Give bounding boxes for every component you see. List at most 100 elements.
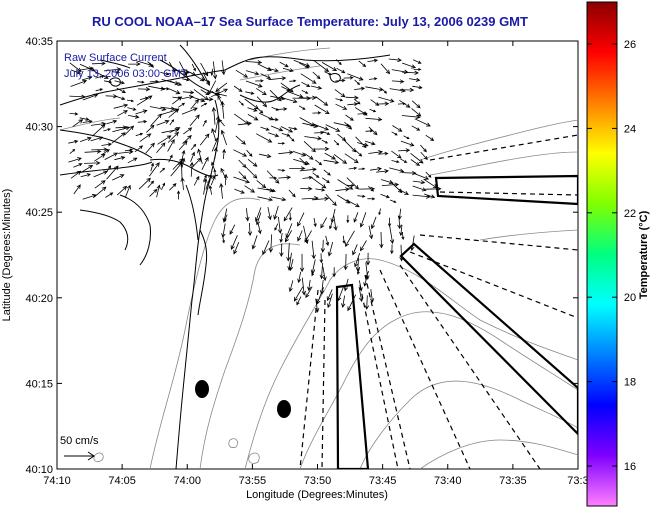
current-vector bbox=[201, 156, 209, 170]
current-vector bbox=[219, 182, 224, 199]
current-vector bbox=[199, 133, 210, 146]
current-vector bbox=[369, 108, 377, 113]
current-vector bbox=[82, 93, 99, 101]
current-vector bbox=[268, 234, 274, 253]
current-vector bbox=[333, 215, 338, 231]
radial-lines bbox=[299, 134, 578, 469]
current-vector bbox=[267, 207, 272, 221]
current-vector bbox=[117, 110, 128, 117]
sampling-boxes bbox=[335, 174, 578, 469]
current-vector bbox=[281, 86, 291, 91]
overlay-line1: Raw Surface Current bbox=[64, 52, 167, 64]
current-vector bbox=[304, 152, 314, 160]
current-vector bbox=[238, 100, 244, 106]
current-vector bbox=[398, 148, 411, 153]
current-vector bbox=[280, 82, 294, 93]
bathymetry-contours bbox=[59, 47, 578, 469]
current-vector bbox=[189, 114, 200, 127]
x-axis-label: Longitude (Degrees:Minutes) bbox=[246, 489, 388, 501]
current-vector bbox=[323, 169, 331, 176]
current-vector bbox=[182, 78, 190, 82]
current-vector bbox=[92, 123, 106, 137]
current-vector bbox=[305, 286, 313, 299]
current-vector bbox=[245, 166, 258, 179]
current-vector bbox=[136, 95, 153, 106]
current-vector bbox=[343, 139, 357, 153]
x-tick-label: 74:05 bbox=[108, 475, 136, 487]
current-vector bbox=[189, 161, 195, 177]
current-vector bbox=[380, 63, 391, 75]
current-vector bbox=[389, 167, 405, 173]
current-vector bbox=[370, 216, 377, 230]
current-vector bbox=[319, 262, 324, 280]
current-vector bbox=[299, 253, 305, 273]
current-vector bbox=[247, 222, 253, 237]
current-vector bbox=[255, 79, 264, 83]
current-vector bbox=[271, 106, 280, 111]
current-vector bbox=[220, 100, 225, 119]
current-vector bbox=[72, 119, 84, 128]
current-vector bbox=[345, 95, 359, 100]
current-vector bbox=[347, 102, 359, 107]
current-vector bbox=[245, 70, 260, 76]
current-vector bbox=[251, 235, 258, 250]
current-vector bbox=[289, 258, 294, 272]
current-vector bbox=[111, 70, 121, 74]
current-vector bbox=[73, 184, 81, 195]
current-vector bbox=[333, 154, 348, 164]
coastline bbox=[59, 44, 391, 469]
current-vector bbox=[79, 136, 92, 142]
current-vector bbox=[310, 85, 323, 90]
x-tick-label: 73:45 bbox=[369, 475, 397, 487]
current-vector bbox=[93, 186, 107, 198]
current-vector bbox=[321, 177, 330, 184]
current-vector bbox=[273, 205, 279, 220]
current-vector bbox=[337, 179, 354, 190]
current-vector bbox=[179, 61, 188, 77]
current-vector bbox=[106, 119, 118, 125]
current-vector bbox=[352, 244, 358, 256]
current-vector bbox=[180, 177, 185, 190]
current-vector bbox=[354, 98, 361, 105]
current-vector bbox=[105, 192, 114, 198]
current-vector bbox=[268, 132, 280, 138]
current-vector bbox=[126, 99, 135, 103]
current-vector bbox=[292, 96, 312, 101]
current-vector bbox=[124, 184, 131, 198]
current-vector bbox=[280, 126, 294, 133]
current-vector bbox=[392, 125, 403, 132]
current-vector bbox=[314, 104, 330, 115]
current-vector bbox=[284, 230, 293, 243]
current-vector bbox=[127, 107, 137, 111]
current-vector bbox=[156, 142, 166, 154]
current-vector bbox=[137, 119, 148, 124]
current-vector bbox=[81, 165, 94, 173]
current-vector bbox=[167, 131, 180, 143]
current-vector bbox=[360, 240, 367, 252]
current-vector bbox=[335, 78, 346, 83]
current-vector bbox=[313, 123, 330, 131]
colorbar-tick-label: 16 bbox=[624, 461, 636, 473]
current-vector bbox=[378, 208, 381, 216]
current-vector bbox=[414, 118, 431, 127]
current-vector bbox=[288, 127, 298, 131]
current-vector bbox=[277, 168, 286, 172]
current-vector bbox=[256, 107, 264, 114]
current-vector bbox=[149, 188, 158, 197]
current-vector bbox=[378, 151, 389, 156]
current-vector bbox=[68, 139, 79, 144]
current-vector bbox=[168, 88, 181, 95]
current-vector bbox=[342, 235, 346, 244]
current-vector bbox=[245, 60, 263, 65]
current-vector bbox=[423, 193, 436, 199]
current-vector bbox=[354, 79, 361, 86]
current-vector bbox=[315, 96, 329, 106]
current-vector bbox=[200, 97, 214, 102]
current-vector bbox=[115, 95, 126, 101]
current-vector bbox=[210, 175, 216, 186]
current-vector bbox=[401, 62, 417, 69]
current-vector bbox=[190, 151, 195, 162]
current-vector bbox=[244, 185, 256, 193]
current-vector bbox=[172, 96, 183, 105]
current-vector bbox=[347, 73, 364, 81]
